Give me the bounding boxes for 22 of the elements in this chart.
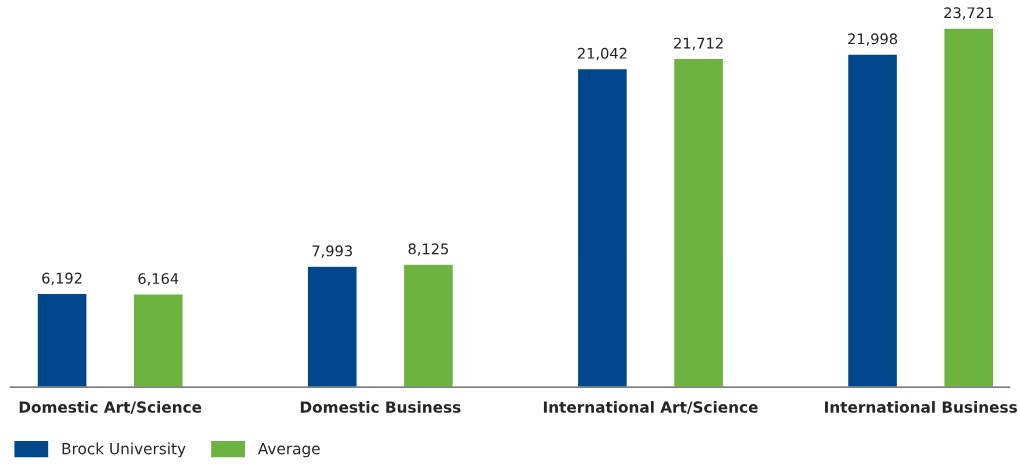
x-tick-label: Domestic Business bbox=[300, 401, 461, 413]
bar bbox=[846, 53, 899, 388]
bar bbox=[402, 263, 455, 388]
data-label: 6,192 bbox=[42, 272, 82, 286]
bar bbox=[36, 292, 88, 388]
bar bbox=[672, 57, 725, 388]
bar bbox=[943, 27, 995, 388]
bar bbox=[306, 265, 358, 388]
x-tick-label: International Business bbox=[825, 401, 1017, 413]
data-label: 23,721 bbox=[944, 7, 993, 20]
data-label: 8,125 bbox=[408, 243, 449, 256]
x-tick-label: International Art/Science bbox=[543, 401, 758, 415]
bar bbox=[576, 67, 629, 388]
legend-label: Brock University bbox=[62, 442, 186, 458]
data-label: 6,164 bbox=[138, 273, 179, 286]
data-label: 21,998 bbox=[848, 33, 898, 46]
x-tick-label: Domestic Art/Science bbox=[19, 401, 202, 415]
legend-label: Average bbox=[257, 443, 320, 458]
data-label: 21,042 bbox=[577, 47, 627, 61]
data-label: 7,993 bbox=[312, 245, 352, 258]
data-label: 21,712 bbox=[674, 37, 723, 51]
bar bbox=[132, 293, 184, 388]
